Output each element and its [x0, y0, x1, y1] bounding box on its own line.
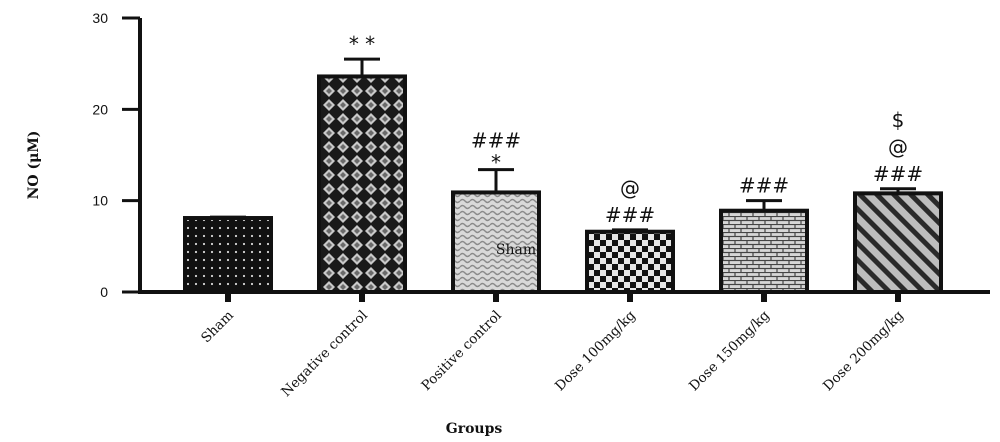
x-axis-title: Groups — [446, 421, 503, 437]
y-axis-ticks: 0 10 20 30 — [92, 10, 140, 300]
bar-dose-100mg-kg — [585, 229, 675, 294]
significance-mark: ### — [739, 174, 789, 198]
significance-mark: ### — [471, 129, 521, 153]
x-axis-categories: Sham Negative control Positive control Dose… — [198, 292, 907, 400]
y-axis-title: NO (μM) — [26, 131, 42, 200]
x-tick-label: Sham — [198, 307, 237, 346]
y-tick-label: 0 — [100, 284, 108, 300]
significance-mark: ### — [605, 203, 655, 227]
y-tick-label: 20 — [92, 101, 108, 117]
bar-negative-control — [317, 74, 407, 294]
x-tick-label: Positive control — [418, 308, 504, 394]
significance-mark: * — [491, 151, 501, 175]
bar-dose-200mg-kg — [853, 191, 943, 294]
x-tick-label: Dose 150mg/kg — [686, 307, 773, 394]
annotations-group: * **######@ ### ###@$ — [349, 32, 923, 227]
x-tick-label: Negative control — [278, 308, 371, 401]
bar-inner-label: Sham — [496, 242, 536, 258]
significance-mark: $ — [892, 108, 905, 132]
bar-dose-150mg-kg — [719, 208, 809, 294]
bars-group: Sham — [183, 74, 943, 295]
x-tick-label: Dose 200mg/kg — [820, 307, 907, 394]
x-tick-label: Dose 100mg/kg — [552, 307, 639, 394]
significance-mark: * * — [349, 32, 375, 56]
significance-mark: @ — [888, 135, 908, 159]
error-bars-group — [210, 57, 916, 232]
y-tick-label: 30 — [92, 10, 108, 26]
y-tick-label: 10 — [92, 193, 108, 209]
bar-sham — [183, 216, 273, 295]
significance-mark: @ — [620, 176, 640, 200]
significance-mark: ### — [873, 162, 923, 186]
